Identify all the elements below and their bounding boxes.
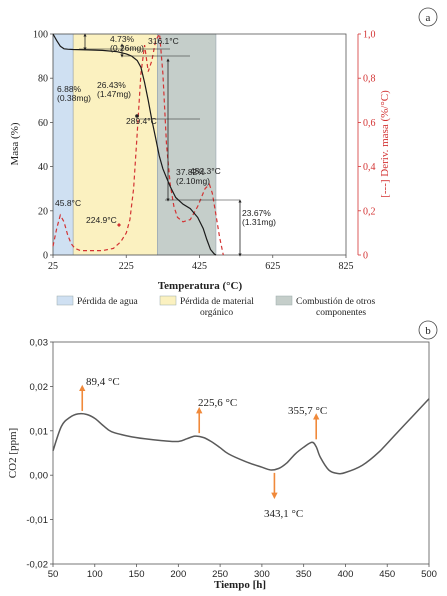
panel-label-circle-b (418, 320, 438, 340)
peak-label: 225,6 °C (198, 397, 237, 409)
y-tick-label-right: 0,8 (363, 74, 376, 85)
shaded-regions (52, 33, 217, 256)
y-tick-label-a: 100 (33, 30, 48, 41)
panel-label-a: a (426, 12, 431, 24)
mass-annotation: 316.1°C (148, 36, 179, 46)
mass-annotation: 224.9°C (86, 215, 117, 225)
shaded-region (72, 33, 158, 256)
x-tick-label-b: 200 (170, 569, 186, 580)
x-tick-label-b: 150 (129, 569, 145, 580)
panel-label-circle-a (418, 7, 438, 27)
mass-annotation: (2.10mg) (176, 176, 210, 186)
x-tick-label-b: 500 (421, 569, 437, 580)
y-tick-label-b: 0,00 (30, 471, 49, 482)
mass-annotation: 26.43% (97, 80, 126, 90)
plot-frame-b (52, 341, 430, 565)
y-tick-label-right: 0,4 (363, 162, 376, 173)
shaded-region (52, 33, 74, 256)
peak-label: 343,1 °C (264, 508, 303, 520)
x-tick-label-a: 825 (339, 261, 354, 272)
peak-label: 89,4 °C (86, 376, 120, 388)
x-tick-label-b: 100 (87, 569, 103, 580)
x-tick-label-a: 625 (265, 261, 280, 272)
legend-swatch (275, 295, 293, 306)
y-tick-label-a: 20 (38, 206, 48, 217)
y-tick-label-a: 0 (43, 251, 48, 262)
y-tick-label-b: -0,02 (26, 560, 48, 571)
y-tick-label-right: 0 (363, 251, 368, 262)
mass-annotation: (0.38mg) (57, 93, 91, 103)
x-tick-label-a: 225 (119, 261, 134, 272)
panel-b: b 50 100 150 200 250 300 350 400 450 500 -0,02 -0,0… (7, 320, 438, 591)
peak-label: 355,7 °C (288, 405, 327, 417)
mass-annotation: (1.47mg) (97, 89, 131, 99)
mass-annotation: 23.67% (242, 208, 271, 218)
legend-label: Pérdida de material orgánico (180, 297, 254, 318)
shaded-region (157, 33, 217, 256)
legend: Pérdida de agua Pérdida de material orgáni… (56, 295, 375, 318)
mass-annotation: 4.73% (110, 34, 135, 44)
x-tick-label-a: 425 (192, 261, 207, 272)
x-tick-label-b: 400 (338, 569, 354, 580)
y-tick-label-right: 0,2 (363, 206, 376, 217)
peak-marker (117, 223, 121, 227)
y-axis-label-b: CO2 [ppm] (7, 428, 19, 478)
x-axis-label-a: Temperatura (°C) (158, 280, 243, 292)
mass-line (52, 33, 217, 256)
inflection-marker (135, 114, 139, 118)
mass-annotation: (0.26mg) (110, 43, 144, 53)
x-tick-label-b: 450 (379, 569, 395, 580)
x-axis-label-b: Tiempo [h] (214, 579, 266, 591)
y-tick-label-right: 1,0 (363, 30, 376, 41)
legend-swatch (159, 295, 177, 306)
legend-label: Pérdida de agua (77, 297, 138, 307)
y-tick-label-a: 60 (38, 118, 48, 129)
mass-annotation: 452.3°C (190, 166, 221, 176)
mass-annotation: 6.88% (57, 84, 82, 94)
x-tick-label-b: 250 (212, 569, 228, 580)
co2-line (52, 398, 430, 475)
mass-annotation: 37.82% (176, 167, 205, 177)
panel-label-b: b (425, 325, 431, 337)
panel-a: 25 225 425 625 825 0 20 40 60 80 100 0 0,2 0,4 0,6 0,8 1… (9, 7, 438, 318)
x-tick-label-a: 25 (48, 261, 58, 272)
y-axis-label-right: [---] Deriv. masa (%/°C) (379, 90, 391, 198)
mass-annotation: 45.8°C (55, 198, 81, 208)
y-tick-label-b: 0,03 (30, 338, 49, 349)
y-tick-label-b: -0,01 (26, 515, 48, 526)
x-tick-label-b: 350 (296, 569, 312, 580)
y-tick-label-a: 80 (38, 74, 48, 85)
mass-annotation: (1.31mg) (242, 217, 276, 227)
y-tick-label-b: 0,01 (30, 426, 49, 437)
y-tick-label-a: 40 (38, 162, 48, 173)
x-tick-label-b: 300 (254, 569, 270, 580)
y-tick-label-b: 0,02 (30, 382, 49, 393)
mass-annotation: 289.4°C (126, 116, 157, 126)
x-tick-label-b: 50 (48, 569, 59, 580)
legend-label: Combustión de otros componentes (296, 297, 375, 318)
y-axis-label-left: Masa (%) (9, 122, 21, 165)
legend-swatch (56, 295, 74, 306)
deriv-mass-line (52, 32, 224, 256)
y-tick-label-right: 0,6 (363, 118, 376, 129)
